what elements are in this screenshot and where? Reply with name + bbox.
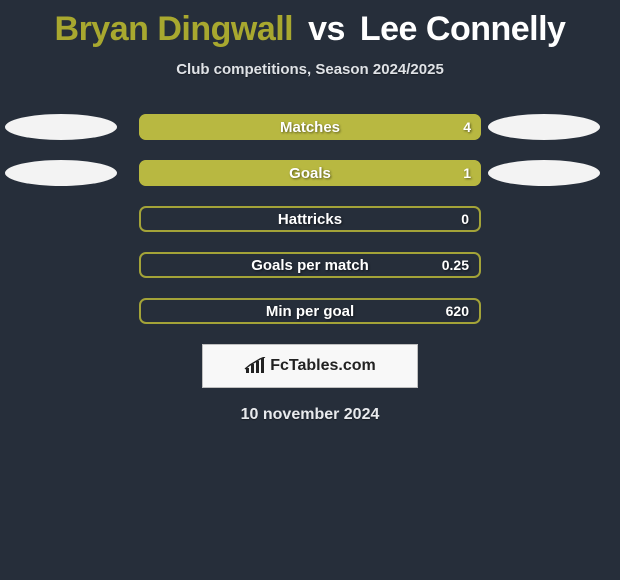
stat-bar: Matches4 (139, 114, 481, 140)
stat-label: Goals per match (141, 254, 479, 276)
stat-row: Goals1 (0, 160, 620, 186)
stat-label: Hattricks (141, 208, 479, 230)
right-oval (488, 160, 600, 186)
left-oval (5, 114, 117, 140)
stat-value: 0 (461, 208, 469, 230)
stat-bar: Goals per match0.25 (139, 252, 481, 278)
stat-row: Hattricks0 (0, 206, 620, 232)
comparison-title: Bryan Dingwall vs Lee Connelly (0, 0, 620, 49)
stat-label: Goals (139, 160, 481, 186)
vs-text: vs (308, 10, 345, 48)
stat-label: Matches (139, 114, 481, 140)
date-text: 10 november 2024 (0, 406, 620, 424)
brand-text: FcTables.com (270, 357, 376, 375)
stat-row: Goals per match0.25 (0, 252, 620, 278)
brand-box: FcTables.com (202, 344, 418, 388)
stat-bar: Hattricks0 (139, 206, 481, 232)
stat-row: Matches4 (0, 114, 620, 140)
subtitle: Club competitions, Season 2024/2025 (0, 61, 620, 78)
player2-name: Lee Connelly (360, 10, 566, 48)
player1-name: Bryan Dingwall (55, 10, 294, 48)
stat-bar: Goals1 (139, 160, 481, 186)
stat-label: Min per goal (141, 300, 479, 322)
stat-row: Min per goal620 (0, 298, 620, 324)
stat-value: 0.25 (442, 254, 469, 276)
left-oval (5, 160, 117, 186)
stats-chart: Matches4Goals1Hattricks0Goals per match0… (0, 114, 620, 324)
stat-value: 4 (463, 114, 471, 140)
stat-bar: Min per goal620 (139, 298, 481, 324)
stat-value: 1 (463, 160, 471, 186)
right-oval (488, 114, 600, 140)
stat-value: 620 (446, 300, 469, 322)
chart-icon (244, 357, 266, 375)
